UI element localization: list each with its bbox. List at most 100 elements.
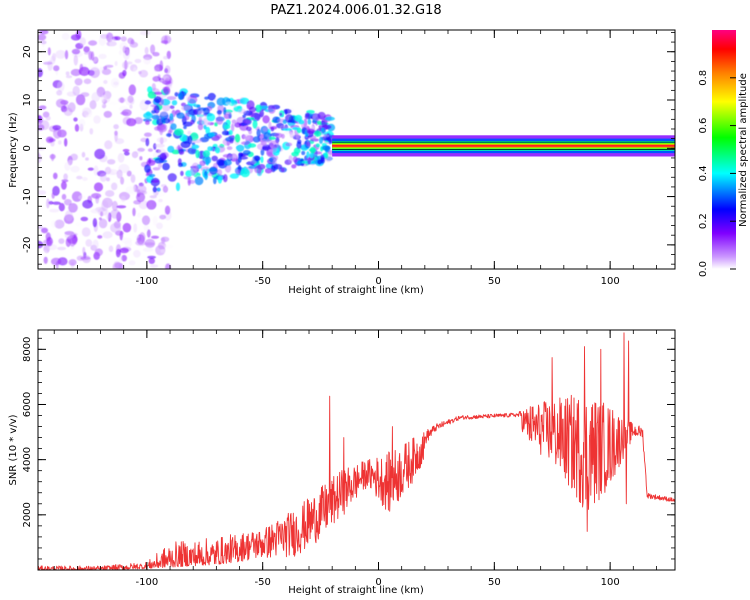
spectrogram-blob (93, 182, 104, 192)
spectrogram-xlabel: Height of straight line (km) (288, 285, 424, 296)
spectrogram-blob (83, 46, 90, 53)
spectrogram-blob (166, 133, 172, 137)
spectrogram-blob (322, 134, 330, 138)
spectrogram-blob (174, 128, 184, 136)
spectrogram-blob (177, 158, 182, 166)
spectrogram-blob (230, 99, 238, 105)
spectrogram-blob (120, 36, 127, 42)
spectrogram-blob (164, 65, 171, 74)
spectrogram-blob (79, 63, 84, 72)
spectrogram-blob (75, 94, 86, 106)
y-tick-label: 4000 (22, 447, 33, 472)
spectrogram-blob (264, 167, 273, 174)
spectrogram-blob (237, 108, 246, 114)
spectrogram-blob (40, 139, 44, 144)
spectrogram-frame (37, 29, 676, 270)
spectrogram-blob (129, 104, 133, 109)
spectrogram-blob (159, 152, 167, 161)
spectrogram-blob (52, 201, 61, 205)
spectrogram-blob (98, 218, 108, 229)
spectrogram-blob (98, 35, 106, 47)
spectrogram-blob (188, 108, 198, 116)
spectrogram-blob (67, 159, 78, 167)
spectrogram-blob (254, 165, 263, 174)
spectrogram-blob (84, 51, 89, 55)
spectrogram-blob (82, 255, 91, 264)
spectrogram-blob (53, 65, 60, 72)
spectrogram-blob (118, 97, 126, 103)
spectrogram-blob (160, 249, 165, 253)
spectrogram-blob (122, 48, 131, 60)
spectrogram-blob (98, 217, 102, 221)
spectrogram-blob (199, 160, 206, 167)
spectrogram-blob (267, 151, 273, 156)
spectrogram-blob (120, 111, 129, 116)
spectrogram-blob (151, 83, 156, 91)
spectrogram-blob (57, 246, 67, 251)
spectrogram-blob (39, 57, 47, 64)
spectrogram-blob (99, 66, 104, 72)
spectrogram-blob (108, 101, 119, 106)
spectrogram-blob (124, 240, 133, 248)
spectrogram-blob (317, 111, 326, 120)
spectrogram-blob (222, 154, 232, 158)
spectrogram-blob (156, 137, 168, 143)
spectrogram-blob (195, 149, 200, 159)
spectrogram-blob (38, 68, 43, 78)
spectrogram-blob (223, 107, 227, 116)
spectrogram-heatmap (38, 30, 675, 269)
spectrogram-blob (110, 222, 122, 233)
spectrogram-blob (58, 140, 62, 145)
spectrogram-blob (307, 157, 311, 165)
spectrogram-blob (320, 154, 325, 163)
spectrogram-blob (38, 190, 47, 195)
spectrogram-blob (69, 237, 76, 247)
colorbar-gradient (712, 30, 736, 269)
spectrogram-blob (204, 96, 210, 100)
spectrogram-blob (68, 203, 78, 213)
spectrogram-blob (288, 155, 293, 164)
spectrogram-blob (128, 84, 136, 96)
spectrogram-blob (223, 174, 228, 183)
spectrogram-blob (88, 50, 93, 61)
snr-frame (37, 329, 676, 571)
spectrogram-blob (63, 173, 68, 181)
spectrogram-blob (138, 71, 142, 75)
spectrogram-blobs (38, 30, 628, 269)
spectrogram-blob (139, 30, 151, 36)
spectrogram-blob (261, 146, 272, 150)
spectrogram-blob (89, 128, 94, 135)
spectrogram-blob (52, 125, 62, 131)
spectrogram-blob (145, 138, 150, 147)
spectrogram-blob (48, 138, 56, 143)
spectrogram-blob (232, 149, 238, 159)
x-tick-label: -100 (136, 577, 159, 588)
spectrogram-blob (39, 120, 50, 131)
spectrogram-blob (120, 176, 125, 185)
spectrogram-blob (268, 136, 276, 140)
spectrogram-blob (187, 177, 191, 186)
spectrogram-blob (78, 118, 86, 128)
spectrogram-blob (95, 123, 103, 134)
spectrogram-blob (122, 61, 129, 69)
spectrogram-blob (133, 249, 141, 258)
spectrogram-blob (64, 210, 73, 221)
y-tick-label: 0 (22, 145, 33, 151)
spectrogram-blob (113, 124, 119, 130)
x-tick-label: 0 (375, 276, 381, 287)
spectrogram-blob (223, 159, 232, 166)
spectrogram-blob (127, 95, 134, 103)
spectrogram-blob (234, 133, 241, 143)
spectrogram-blob (112, 165, 119, 173)
spectrogram-blob (135, 240, 147, 246)
spectrogram-blob (116, 169, 123, 179)
spectrogram-blob (70, 153, 78, 161)
spectrogram-blob (139, 156, 143, 161)
figure-title: PAZ1.2024.006.01.32.G18 (270, 3, 441, 18)
spectrogram-blob (280, 125, 289, 129)
spectrogram-blob (157, 163, 163, 169)
spectrogram-blob (169, 113, 174, 121)
spectrogram-blob (92, 208, 98, 213)
spectrogram-blob (136, 192, 146, 203)
